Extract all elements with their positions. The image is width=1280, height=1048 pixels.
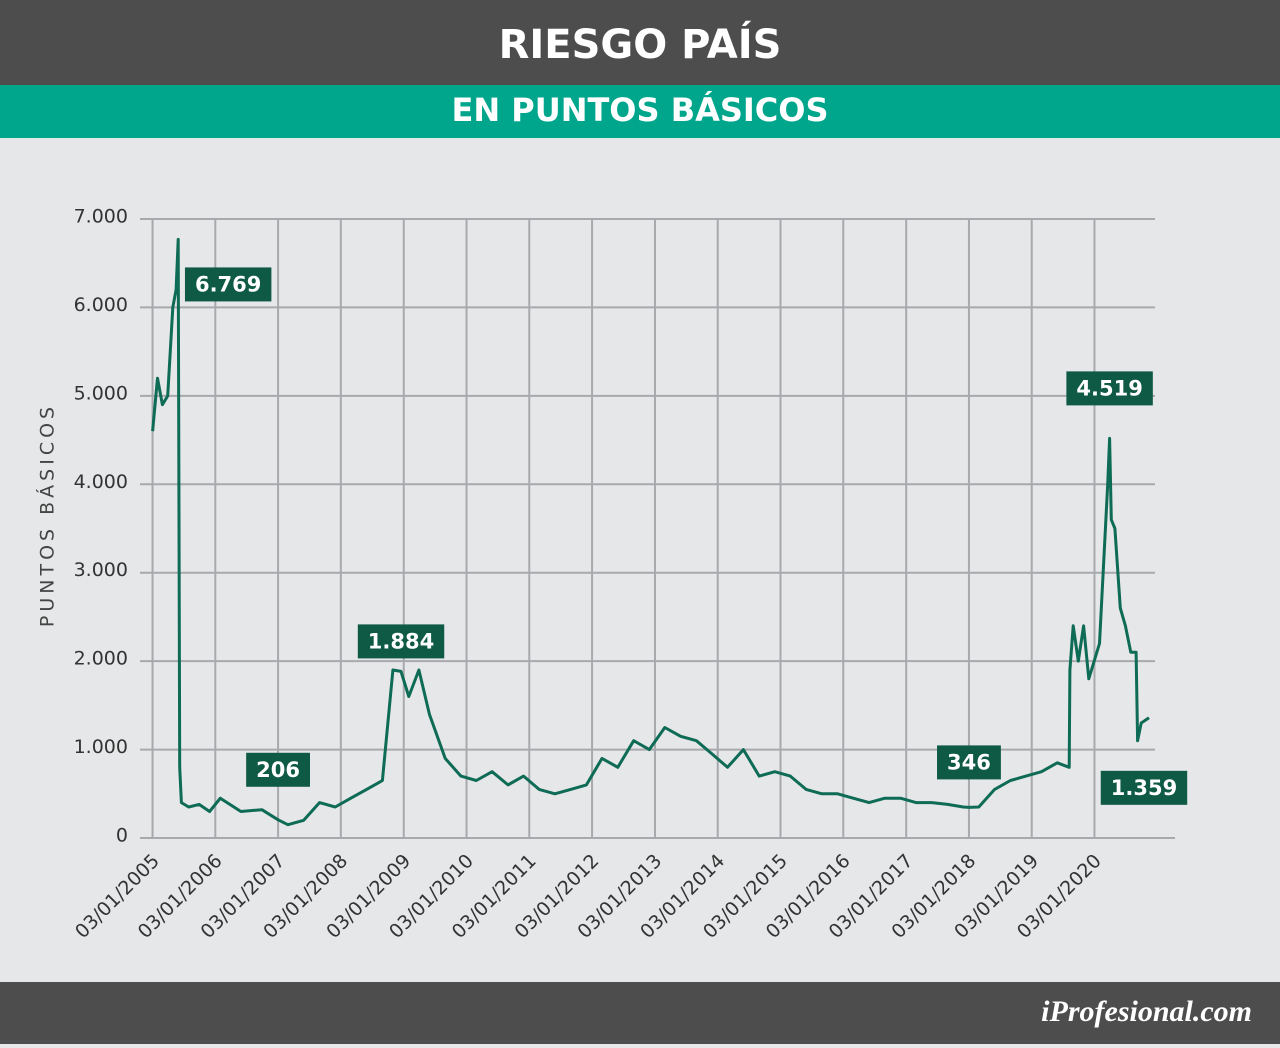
value-label-text: 4.519 bbox=[1076, 376, 1142, 400]
chart-subtitle: EN PUNTOS BÁSICOS bbox=[451, 91, 828, 129]
value-label: 4.519 bbox=[1066, 371, 1153, 406]
value-label: 1.359 bbox=[1100, 770, 1188, 805]
value-label-box bbox=[184, 267, 272, 302]
chart-title: RIESGO PAÍS bbox=[499, 20, 782, 68]
value-label: 6.769 bbox=[184, 267, 272, 302]
value-label-box bbox=[246, 752, 310, 787]
y-tick-label: 6.000 bbox=[74, 294, 128, 316]
value-label-box bbox=[357, 624, 445, 659]
value-label: 206 bbox=[246, 752, 310, 787]
y-tick-label: 4.000 bbox=[74, 471, 128, 493]
subtitle-band bbox=[0, 85, 1280, 138]
value-label-box bbox=[937, 745, 1001, 780]
value-label-text: 346 bbox=[947, 750, 991, 774]
y-tick-label: 1.000 bbox=[74, 736, 128, 758]
brand: iProfesional.com bbox=[1041, 995, 1252, 1028]
series-line bbox=[151, 237, 1150, 827]
value-label-text: 1.884 bbox=[368, 629, 434, 653]
value-label-box bbox=[1066, 371, 1153, 406]
value-label-text: 6.769 bbox=[195, 272, 261, 296]
y-tick-label: 2.000 bbox=[74, 648, 128, 670]
value-label: 1.884 bbox=[357, 624, 445, 659]
y-tick-label: 0 bbox=[116, 825, 128, 847]
value-label-text: 1.359 bbox=[1111, 776, 1177, 800]
header-band bbox=[0, 0, 1280, 85]
y-axis-title: PUNTOS BÁSICOS bbox=[36, 403, 59, 627]
footer-band bbox=[0, 982, 1280, 1044]
y-tick-label: 3.000 bbox=[74, 559, 128, 581]
value-label: 346 bbox=[937, 745, 1001, 780]
value-label-text: 206 bbox=[256, 758, 300, 782]
y-tick-label: 7.000 bbox=[74, 206, 128, 228]
value-label-box bbox=[1100, 770, 1188, 805]
y-tick-label: 5.000 bbox=[74, 382, 128, 404]
